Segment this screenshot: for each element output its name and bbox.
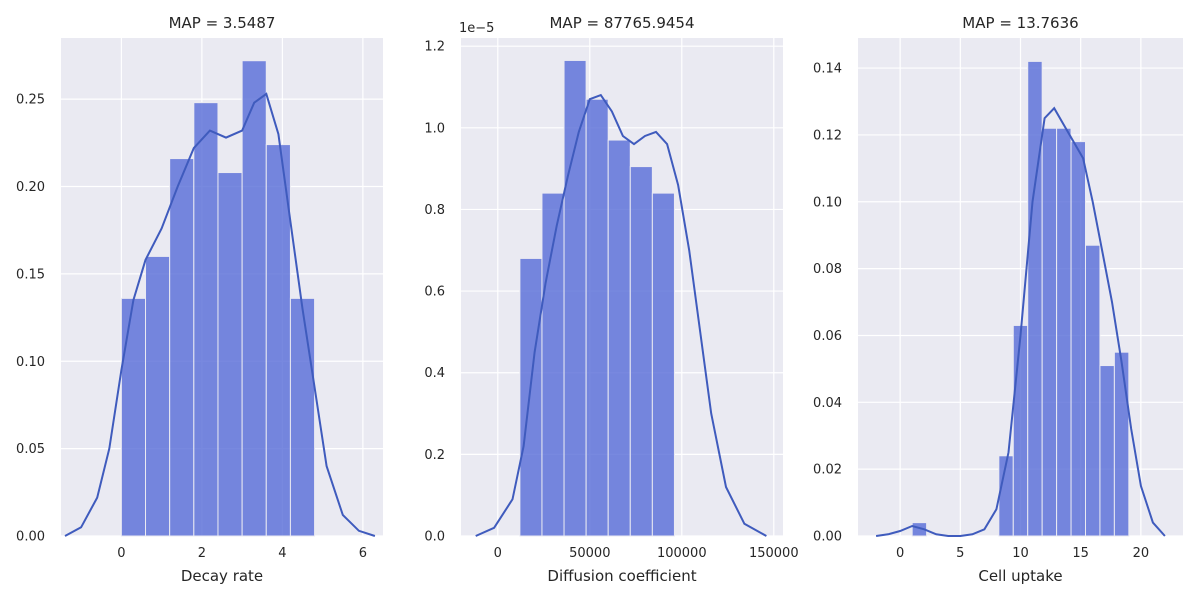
x-tick-label: 0 <box>117 546 125 561</box>
histogram-bar <box>1099 365 1115 537</box>
y-tick-label: 0.0 <box>424 530 445 545</box>
x-tick-label: 100000 <box>657 546 707 561</box>
histogram-bar <box>193 102 219 537</box>
y-tick-label: 0.14 <box>813 62 842 77</box>
subplot-title: MAP = 87765.9454 <box>549 14 694 32</box>
x-tick-label: 0 <box>896 546 904 561</box>
y-tick-label: 0.15 <box>16 267 45 282</box>
y-tick-label: 0.00 <box>16 530 45 545</box>
y-tick-label: 0.08 <box>813 262 842 277</box>
histogram-bar <box>519 257 543 537</box>
y-tick-label: 0.25 <box>16 93 45 108</box>
histogram-bar <box>1070 141 1086 537</box>
y-tick-label: 0.04 <box>813 396 842 411</box>
kde-curve <box>64 92 376 537</box>
x-tick-label: 50000 <box>569 546 610 561</box>
subplot-title: MAP = 3.5487 <box>169 14 276 32</box>
y-tick-label: 0.8 <box>424 203 445 218</box>
x-axis-label: Cell uptake <box>978 567 1062 585</box>
x-tick-label: 15 <box>1072 546 1089 561</box>
y-tick-label: 0.4 <box>424 366 445 381</box>
x-tick-label: 6 <box>359 546 367 561</box>
histogram-bar <box>585 98 609 537</box>
x-tick-label: 10 <box>1012 546 1029 561</box>
histogram-bar <box>145 255 171 537</box>
y-tick-label: 0.05 <box>16 442 45 457</box>
histogram-bar <box>1113 351 1130 537</box>
subplot-2: 0 50000 100000 150000 0.0 0.2 0.4 0.6 0.8 1.0 1.2 M… <box>424 14 798 585</box>
subplot-3: 0 5 10 15 20 0.00 0.02 0.04 0.06 0.08 0.10 0.12 0.14… <box>813 14 1183 585</box>
histogram-bar <box>629 166 653 537</box>
histogram-bar <box>217 172 243 537</box>
subplot-1: 0 2 4 6 0.00 0.05 0.10 0.15 0.20 0.25 MAP = 3.5487… <box>16 14 383 585</box>
y-tick-label: 0.00 <box>813 530 842 545</box>
histogram-bar <box>1056 127 1072 537</box>
histogram-bar <box>1085 244 1101 537</box>
kde-curve <box>475 93 767 537</box>
y-tick-label: 0.20 <box>16 180 45 195</box>
histogram-bar <box>1027 60 1043 537</box>
histogram-bar <box>120 297 147 537</box>
histogram-bar <box>241 60 267 537</box>
histogram-bar <box>1041 127 1058 537</box>
y-tick-label: 0.06 <box>813 329 842 344</box>
x-axis-label: Decay rate <box>181 567 263 585</box>
subplot-title: MAP = 13.7636 <box>962 14 1078 32</box>
x-tick-label: 20 <box>1133 546 1150 561</box>
kde-curve <box>875 106 1166 537</box>
histogram-bar <box>651 192 675 537</box>
y-tick-label: 0.10 <box>16 355 45 370</box>
x-tick-label: 2 <box>198 546 206 561</box>
histogram-bar <box>169 158 195 537</box>
y-tick-label: 0.12 <box>813 128 842 143</box>
y-tick-label: 0.02 <box>813 463 842 478</box>
x-tick-label: 0 <box>494 546 502 561</box>
histogram-bar <box>265 144 291 537</box>
x-tick-label: 4 <box>278 546 286 561</box>
x-tick-label: 150000 <box>749 546 799 561</box>
x-tick-label: 5 <box>956 546 964 561</box>
histogram-bar <box>607 139 631 537</box>
y-tick-label: 0.2 <box>424 448 445 463</box>
y-tick-label: 0.6 <box>424 285 445 300</box>
y-tick-label: 0.10 <box>813 195 842 210</box>
histogram-bar <box>563 59 587 537</box>
x-axis-label: Diffusion coefficient <box>547 567 696 585</box>
y-offset-label: 1e−5 <box>459 21 494 36</box>
histogram-bar <box>1012 324 1029 537</box>
y-tick-label: 1.2 <box>424 40 445 55</box>
y-tick-label: 1.0 <box>424 121 445 136</box>
histogram-bar <box>289 297 316 537</box>
